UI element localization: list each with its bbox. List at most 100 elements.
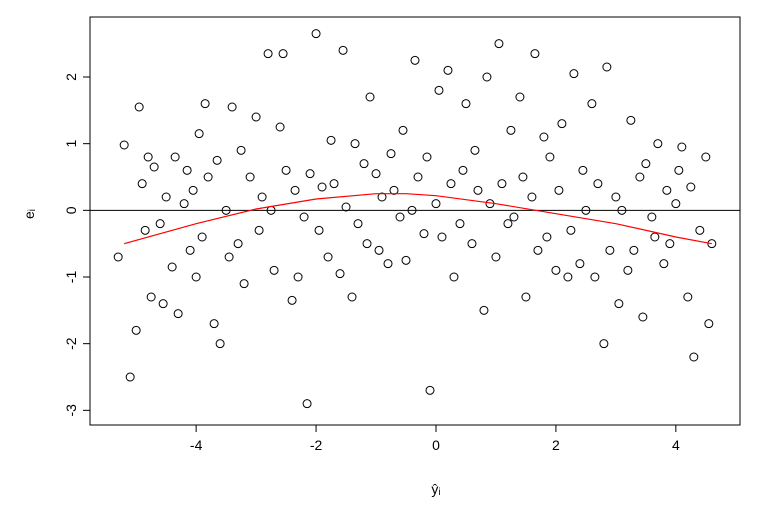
point — [425, 385, 435, 395]
point — [317, 182, 327, 192]
x-tick-label: -2 — [310, 437, 323, 453]
point — [179, 199, 189, 209]
point — [533, 245, 543, 255]
point — [212, 155, 222, 165]
point — [383, 259, 393, 269]
point — [329, 179, 339, 189]
point — [233, 239, 243, 249]
point — [497, 179, 507, 189]
point — [131, 325, 141, 335]
point — [575, 259, 585, 269]
point — [191, 272, 201, 282]
point — [194, 129, 204, 139]
point — [146, 292, 156, 302]
point — [539, 132, 549, 142]
point — [290, 185, 300, 195]
point — [200, 99, 210, 109]
point — [161, 192, 171, 202]
point — [458, 165, 468, 175]
point — [341, 202, 351, 212]
point — [422, 152, 432, 162]
point — [365, 92, 375, 102]
smooth-line — [124, 193, 712, 245]
point — [455, 219, 465, 229]
point — [149, 162, 159, 172]
point — [689, 352, 699, 362]
point — [617, 205, 627, 215]
point — [338, 45, 348, 55]
point — [605, 245, 615, 255]
point — [563, 272, 573, 282]
point — [449, 272, 459, 282]
point — [251, 112, 261, 122]
point — [674, 165, 684, 175]
point — [569, 69, 579, 79]
point — [314, 225, 324, 235]
point — [593, 179, 603, 189]
point — [662, 185, 672, 195]
y-tick-label: -2 — [63, 337, 79, 350]
point — [545, 152, 555, 162]
point — [671, 199, 681, 209]
point — [566, 225, 576, 235]
plot-frame — [89, 16, 741, 426]
point — [557, 119, 567, 129]
point — [509, 212, 519, 222]
point — [140, 225, 150, 235]
point — [347, 292, 357, 302]
x-tick-label: 2 — [552, 437, 560, 453]
point — [665, 239, 675, 249]
point — [326, 135, 336, 145]
point — [602, 62, 612, 72]
point — [167, 262, 177, 272]
point — [695, 225, 705, 235]
point — [482, 72, 492, 82]
point — [635, 172, 645, 182]
point — [401, 255, 411, 265]
point — [578, 165, 588, 175]
point — [659, 259, 669, 269]
point — [443, 65, 453, 75]
point — [551, 265, 561, 275]
point — [188, 185, 198, 195]
point — [134, 102, 144, 112]
x-tick-label: 4 — [672, 437, 680, 453]
point — [503, 219, 513, 229]
point — [653, 139, 663, 149]
point — [446, 179, 456, 189]
point — [245, 172, 255, 182]
point — [224, 252, 234, 262]
point — [275, 122, 285, 132]
point — [686, 182, 696, 192]
y-tick-label: 0 — [63, 206, 79, 214]
point — [143, 152, 153, 162]
point — [359, 159, 369, 169]
point — [434, 85, 444, 95]
y-axis-label: eᵢ — [21, 209, 37, 219]
point — [704, 319, 714, 329]
point — [227, 102, 237, 112]
point — [350, 139, 360, 149]
point — [629, 245, 639, 255]
point — [611, 192, 621, 202]
point — [386, 149, 396, 159]
point — [257, 192, 267, 202]
point — [554, 185, 564, 195]
point — [614, 299, 624, 309]
point — [542, 232, 552, 242]
point — [389, 185, 399, 195]
point — [287, 295, 297, 305]
point — [377, 192, 387, 202]
point — [494, 39, 504, 49]
point — [353, 219, 363, 229]
point — [515, 92, 525, 102]
point — [527, 192, 537, 202]
point — [125, 372, 135, 382]
point — [305, 169, 315, 179]
point — [413, 172, 423, 182]
point — [239, 279, 249, 289]
point — [254, 225, 264, 235]
point — [236, 145, 246, 155]
point — [419, 229, 429, 239]
